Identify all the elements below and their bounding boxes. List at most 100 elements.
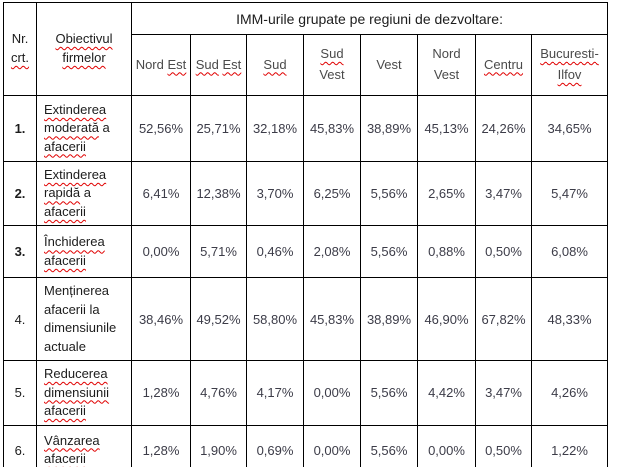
value-cell: 4,17%	[246, 360, 304, 426]
word: Vest	[319, 67, 345, 82]
value-cell: 12,38%	[190, 160, 247, 227]
row-label-cell: Reducerea dimensiunii afacerii	[36, 360, 132, 426]
value-cell: 32,18%	[246, 95, 304, 162]
value-cell: 3,47%	[475, 160, 532, 227]
region-header-sud: Sud	[246, 34, 304, 96]
row-number-cell: 4.	[3, 277, 37, 362]
word: a	[83, 185, 91, 201]
spellcheck-word: afacerii	[44, 403, 86, 419]
value-cell: 5,71%	[190, 225, 247, 279]
value-cell: 1,28%	[131, 424, 191, 467]
value-cell: 4,76%	[190, 360, 247, 426]
word: Nord	[135, 56, 164, 72]
region-header-vest: Vest	[360, 34, 418, 96]
value-cell: 0,69%	[246, 424, 304, 467]
row-label-cell: Extinderea moderată a afacerii	[36, 95, 132, 162]
value-cell: 67,82%	[475, 277, 532, 362]
spellcheck-word: Extinderea	[44, 167, 107, 182]
value-cell: 3,47%	[475, 360, 532, 426]
spellcheck-word: Ilfov	[557, 67, 582, 82]
table-row: 3. Închiderea afacerii 0,00% 5,71% 0,46% 2,08…	[3, 225, 609, 279]
nr-crt-header-cell: Nr. crt.	[3, 2, 37, 96]
spellcheck-word: Est	[222, 56, 242, 72]
table-row: 1. Extinderea moderată a afacerii 52,56% 25…	[3, 95, 609, 162]
word: la	[89, 301, 100, 317]
value-cell: 1,90%	[190, 424, 247, 467]
spellcheck-word: Reducerea	[44, 366, 108, 382]
region-header-row: Nord Est Sud Est Sud Sud Vest Vest Nord Vest C…	[4, 34, 609, 96]
table-row: 5. Reducerea dimensiunii afacerii 1,28% 4,7…	[3, 360, 609, 426]
word: a	[102, 120, 110, 136]
value-cell: 2,65%	[417, 160, 476, 227]
spellcheck-word: Sud	[263, 56, 287, 72]
spellcheck-word: Extinderea	[44, 101, 107, 117]
region-header-sud-est: Sud Est	[190, 34, 247, 96]
word: Vest	[376, 56, 402, 72]
word: dimensiunile	[44, 320, 117, 336]
value-cell: 0,50%	[475, 225, 532, 279]
row-number-cell: 3.	[3, 225, 37, 279]
row-label-cell: Menținerea afacerii la dimensiunile actu…	[36, 277, 132, 362]
row-number-cell: 6.	[3, 424, 37, 467]
value-cell: 0,00%	[417, 424, 476, 467]
region-header-bucuresti-ilfov: Bucuresti- Ilfov	[530, 34, 609, 96]
value-cell: 45,83%	[303, 277, 361, 362]
group-header-cell: IMM-urile grupate pe regiuni de dezvolta…	[130, 2, 609, 35]
spellcheck-word: crt.	[10, 50, 30, 65]
value-cell: 0,88%	[417, 225, 476, 279]
objective-header-cell: Obiectivul firmelor	[36, 2, 132, 96]
word: Menținerea	[44, 283, 110, 299]
spellcheck-word: Bucuresti-	[540, 46, 599, 62]
spellcheck-word: dimensiunii	[44, 384, 110, 400]
value-cell: 0,00%	[303, 424, 361, 467]
word: Vest	[433, 67, 460, 82]
spellcheck-word: Sud	[195, 56, 219, 72]
word: Nord	[432, 46, 461, 62]
word: actuale	[44, 338, 86, 354]
spellcheck-word: firmelor	[62, 50, 106, 65]
spellcheck-word: afacerii	[44, 138, 86, 154]
value-cell: 34,65%	[530, 95, 609, 162]
region-header-sud-vest: Sud Vest	[303, 34, 361, 96]
table-body: 1. Extinderea moderată a afacerii 52,56% 25…	[3, 95, 609, 467]
value-cell: 0,46%	[246, 225, 304, 279]
spellcheck-word: Centru	[483, 56, 524, 72]
value-cell: 38,89%	[360, 277, 418, 362]
word: afacerii	[44, 301, 86, 317]
value-cell: 45,13%	[417, 95, 476, 162]
row-label-cell: Extinderea rapidă a afacerii	[36, 160, 132, 227]
spellcheck-word: afacerii	[44, 451, 86, 467]
spellcheck-word: Vânzarea	[44, 432, 100, 448]
table-row: 6. Vânzarea afacerii 1,28% 1,90% 0,69% 0,00% 5…	[3, 424, 609, 467]
value-cell: 52,56%	[131, 95, 191, 162]
imm-regions-table: Nr. crt. Obiectivul firmelor IMM-urile g…	[3, 2, 609, 467]
value-cell: 38,46%	[131, 277, 191, 362]
value-cell: 38,89%	[360, 95, 418, 162]
value-cell: 46,90%	[417, 277, 476, 362]
row-number-cell: 2.	[3, 160, 37, 227]
row-label-cell: Vânzarea afacerii	[36, 424, 132, 467]
value-cell: 5,56%	[360, 160, 418, 227]
value-cell: 24,26%	[475, 95, 532, 162]
value-cell: 0,00%	[303, 360, 361, 426]
value-cell: 45,83%	[303, 95, 361, 162]
spellcheck-word: Obiectivul	[55, 31, 113, 47]
spellcheck-word: Închiderea	[44, 234, 105, 250]
value-cell: 5,56%	[360, 424, 418, 467]
value-cell: 4,42%	[417, 360, 476, 426]
row-label-cell: Închiderea afacerii	[36, 225, 132, 279]
value-cell: 0,50%	[475, 424, 532, 467]
value-cell: 5,56%	[360, 360, 418, 426]
value-cell: 58,80%	[246, 277, 304, 362]
value-cell: 1,28%	[131, 360, 191, 426]
value-cell: 5,56%	[360, 225, 418, 279]
spellcheck-word: Sud	[320, 46, 344, 62]
region-header-nord-vest: Nord Vest	[417, 34, 476, 96]
region-header-centru: Centru	[475, 34, 532, 96]
row-number-cell: 5.	[3, 360, 37, 426]
value-cell: 6,41%	[131, 160, 191, 227]
value-cell: 0,00%	[131, 225, 191, 279]
value-cell: 2,08%	[303, 225, 361, 279]
spellcheck-word: afacerii	[44, 203, 86, 219]
